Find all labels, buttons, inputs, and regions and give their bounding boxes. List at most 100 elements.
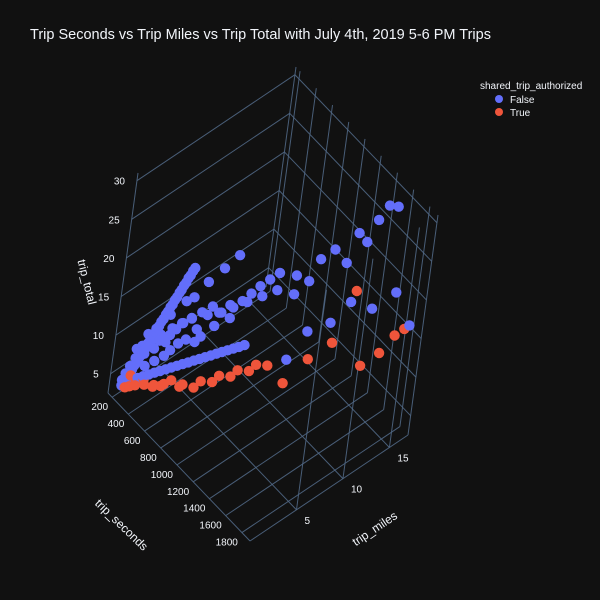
point-false[interactable] [203, 276, 215, 288]
point-false[interactable] [391, 287, 402, 298]
point-false[interactable] [180, 334, 192, 345]
axis-edge-x [107, 392, 251, 542]
point-true[interactable] [225, 371, 236, 382]
point-false[interactable] [133, 353, 144, 364]
point-false[interactable] [281, 354, 292, 365]
point-false[interactable] [148, 343, 160, 354]
point-false[interactable] [181, 296, 192, 307]
point-false[interactable] [366, 303, 378, 314]
point-true[interactable] [277, 378, 288, 389]
gridline-z-left [126, 151, 285, 259]
point-true[interactable] [138, 379, 150, 390]
scatter-points[interactable] [116, 200, 415, 393]
point-true[interactable] [195, 376, 206, 387]
x-tick-label: 200 [91, 402, 108, 413]
point-true[interactable] [373, 347, 385, 359]
point-false[interactable] [172, 338, 184, 349]
point-true[interactable] [213, 370, 225, 381]
gridline-z-left [136, 74, 296, 182]
point-false[interactable] [265, 274, 276, 285]
point-false[interactable] [225, 299, 236, 311]
point-true[interactable] [188, 382, 199, 393]
point-false[interactable] [202, 309, 213, 321]
point-true[interactable] [158, 378, 169, 390]
point-true[interactable] [389, 330, 400, 341]
point-false[interactable] [219, 263, 231, 274]
z-tick-label: 5 [93, 370, 99, 381]
point-false[interactable] [195, 331, 206, 342]
gridline-z-back [273, 228, 417, 378]
x-tick-label: 800 [140, 453, 157, 464]
point-true[interactable] [326, 337, 338, 348]
point-false[interactable] [216, 307, 227, 318]
point-true[interactable] [129, 380, 141, 391]
point-false[interactable] [246, 288, 257, 299]
point-true[interactable] [177, 379, 188, 390]
point-false[interactable] [234, 250, 246, 261]
point-false[interactable] [189, 292, 200, 303]
point-false[interactable] [304, 276, 315, 287]
point-false[interactable] [302, 326, 313, 337]
point-false[interactable] [164, 345, 176, 356]
point-true[interactable] [262, 360, 273, 371]
x-tick-label: 400 [108, 419, 125, 430]
gridline-z-back [284, 151, 427, 301]
point-false[interactable] [178, 317, 189, 329]
gridline-y-wall [388, 227, 420, 448]
point-false[interactable] [272, 285, 283, 296]
point-false[interactable] [288, 289, 300, 300]
legend-item-true[interactable]: True [495, 108, 531, 119]
point-false[interactable] [274, 267, 286, 279]
y-tick-label: 10 [351, 485, 363, 496]
z-tick-label: 30 [114, 177, 126, 188]
gridline-x-back [383, 189, 415, 410]
point-false[interactable] [291, 270, 303, 281]
axis-edge-y [249, 434, 409, 542]
gridline-z-back [289, 112, 433, 262]
point-true[interactable] [250, 359, 262, 370]
point-true[interactable] [302, 354, 313, 365]
gridline-x-back [399, 206, 431, 427]
point-false[interactable] [404, 320, 415, 331]
point-false[interactable] [237, 295, 248, 307]
point-false[interactable] [362, 236, 373, 248]
legend[interactable]: shared_trip_authorized False True [480, 81, 582, 119]
point-true[interactable] [206, 376, 218, 388]
point-false[interactable] [325, 317, 336, 328]
point-false[interactable] [315, 254, 327, 265]
point-false[interactable] [139, 360, 150, 372]
x-tick-label: 600 [124, 436, 141, 447]
gridline-z-left [115, 228, 275, 336]
point-false[interactable] [373, 214, 385, 226]
point-true[interactable] [243, 365, 255, 377]
point-false[interactable] [393, 201, 404, 212]
point-true[interactable] [354, 360, 366, 371]
point-false[interactable] [160, 337, 171, 348]
y-axis-title: trip_miles [350, 509, 400, 549]
point-false[interactable] [255, 281, 266, 292]
point-true[interactable] [351, 285, 362, 297]
point-false[interactable] [384, 200, 396, 211]
point-true[interactable] [148, 379, 159, 391]
point-false[interactable] [330, 244, 341, 255]
point-false[interactable] [354, 227, 365, 239]
point-false[interactable] [149, 355, 160, 367]
gridline-x-floor [241, 426, 401, 533]
legend-marker-true [495, 108, 503, 116]
legend-item-false[interactable]: False [495, 95, 535, 106]
point-false[interactable] [257, 291, 268, 302]
point-false[interactable] [345, 296, 357, 308]
point-false[interactable] [224, 312, 235, 324]
axis-edge-back-left [265, 66, 297, 288]
x-tick-label: 1200 [167, 487, 190, 498]
x-tick-label: 1000 [151, 470, 174, 481]
point-false[interactable] [209, 320, 220, 332]
point-false[interactable] [170, 324, 182, 335]
point-false[interactable] [239, 339, 250, 351]
x-tick-label: 1400 [183, 504, 206, 515]
point-false[interactable] [341, 257, 352, 269]
point-false[interactable] [186, 313, 198, 324]
point-true[interactable] [232, 365, 243, 376]
gridline-x-back [269, 71, 301, 292]
